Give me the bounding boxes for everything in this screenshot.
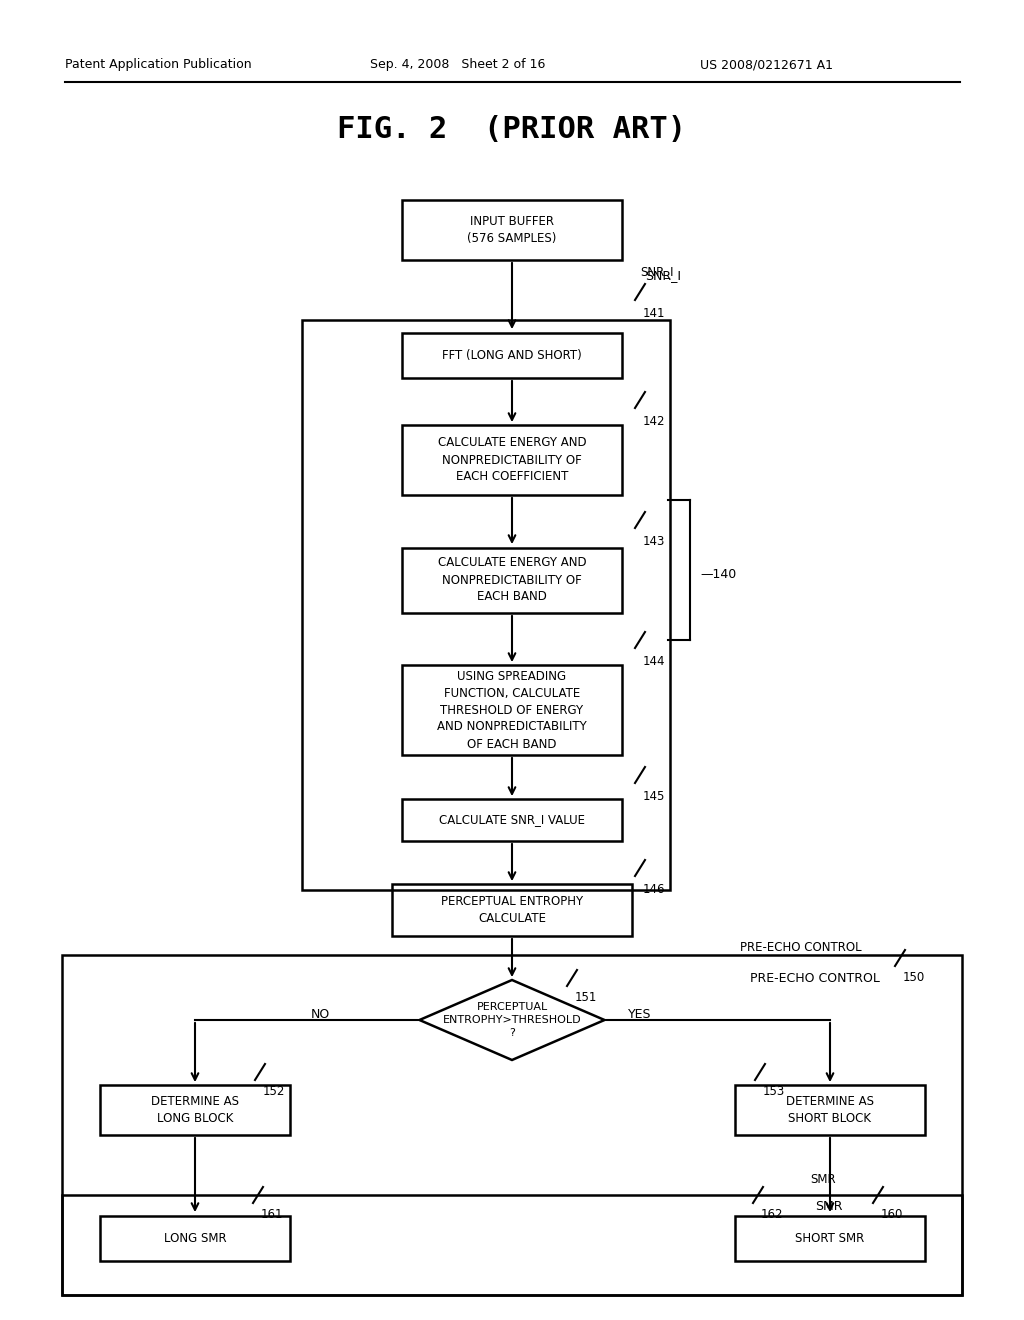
Text: SNR_I: SNR_I [640, 265, 674, 279]
Text: SHORT SMR: SHORT SMR [796, 1232, 864, 1245]
Text: CALCULATE SNR_I VALUE: CALCULATE SNR_I VALUE [439, 813, 585, 826]
Text: Sep. 4, 2008   Sheet 2 of 16: Sep. 4, 2008 Sheet 2 of 16 [370, 58, 546, 71]
Bar [402, 333, 622, 378]
Text: 145: 145 [643, 789, 666, 803]
Text: 153: 153 [763, 1085, 785, 1098]
Text: DETERMINE AS
SHORT BLOCK: DETERMINE AS SHORT BLOCK [786, 1096, 874, 1125]
Text: 144: 144 [643, 655, 666, 668]
Text: PERCEPTUAL ENTROPHY
CALCULATE: PERCEPTUAL ENTROPHY CALCULATE [441, 895, 583, 925]
Text: 142: 142 [643, 414, 666, 428]
Text: NO: NO [310, 1008, 330, 1022]
Bar [735, 1085, 925, 1135]
Bar [302, 319, 670, 890]
Text: PRE-ECHO CONTROL: PRE-ECHO CONTROL [740, 941, 861, 954]
Bar [100, 1085, 290, 1135]
Text: 146: 146 [643, 883, 666, 896]
Bar [62, 1195, 962, 1295]
Bar [735, 1216, 925, 1261]
Text: CALCULATE ENERGY AND
NONPREDICTABILITY OF
EACH BAND: CALCULATE ENERGY AND NONPREDICTABILITY O… [437, 557, 587, 603]
Text: 152: 152 [263, 1085, 286, 1098]
Bar [402, 425, 622, 495]
Text: PRE-ECHO CONTROL: PRE-ECHO CONTROL [750, 972, 880, 985]
Text: YES: YES [629, 1008, 651, 1022]
Text: USING SPREADING
FUNCTION, CALCULATE
THRESHOLD OF ENERGY
AND NONPREDICTABILITY
OF: USING SPREADING FUNCTION, CALCULATE THRE… [437, 669, 587, 751]
Text: —140: —140 [700, 569, 736, 582]
Bar [62, 954, 962, 1295]
Text: 141: 141 [643, 308, 666, 319]
Text: Patent Application Publication: Patent Application Publication [65, 58, 252, 71]
Bar [402, 665, 622, 755]
Text: SMR: SMR [810, 1173, 836, 1185]
Polygon shape [420, 979, 604, 1060]
Text: 161: 161 [261, 1208, 284, 1221]
Text: FIG. 2  (PRIOR ART): FIG. 2 (PRIOR ART) [338, 116, 686, 144]
Text: SMR: SMR [815, 1200, 843, 1213]
Text: 162: 162 [761, 1208, 783, 1221]
Text: 150: 150 [903, 972, 926, 983]
Bar [392, 884, 632, 936]
Text: CALCULATE ENERGY AND
NONPREDICTABILITY OF
EACH COEFFICIENT: CALCULATE ENERGY AND NONPREDICTABILITY O… [437, 437, 587, 483]
Text: 160: 160 [881, 1208, 903, 1221]
Bar [402, 548, 622, 612]
Text: 143: 143 [643, 535, 666, 548]
Text: DETERMINE AS
LONG BLOCK: DETERMINE AS LONG BLOCK [151, 1096, 239, 1125]
Bar [402, 201, 622, 260]
Text: FFT (LONG AND SHORT): FFT (LONG AND SHORT) [442, 348, 582, 362]
Bar [402, 799, 622, 841]
Text: LONG SMR: LONG SMR [164, 1232, 226, 1245]
Text: US 2008/0212671 A1: US 2008/0212671 A1 [700, 58, 833, 71]
Bar [100, 1216, 290, 1261]
Text: INPUT BUFFER
(576 SAMPLES): INPUT BUFFER (576 SAMPLES) [467, 215, 557, 246]
Text: 151: 151 [575, 991, 597, 1005]
Text: SNR_I: SNR_I [645, 269, 681, 282]
Text: PERCEPTUAL
ENTROPHY>THRESHOLD
?: PERCEPTUAL ENTROPHY>THRESHOLD ? [442, 1002, 582, 1039]
